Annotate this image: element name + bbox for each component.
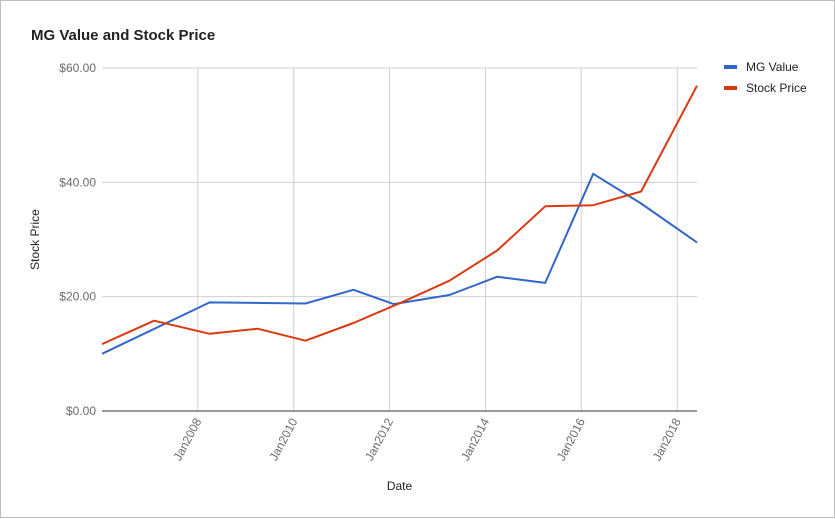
x-tick-label: Jan2016 (554, 416, 588, 464)
y-tick-label: $60.00 (59, 61, 96, 75)
series-line-stock-price (101, 85, 698, 346)
y-axis-title: Stock Price (28, 209, 42, 270)
legend-label-mg-value: MG Value (746, 60, 799, 74)
x-axis-title: Date (387, 479, 413, 493)
x-tick-label: Jan2008 (170, 416, 204, 464)
x-tick-label: Jan2018 (650, 416, 684, 464)
legend-label-stock-price: Stock Price (746, 81, 807, 95)
legend-swatch-mg-value (724, 65, 737, 69)
x-tick-label: Jan2014 (458, 416, 492, 464)
y-tick-label: $0.00 (66, 404, 96, 418)
chart-title: MG Value and Stock Price (31, 27, 216, 44)
x-tick-label: Jan2010 (266, 416, 300, 464)
y-tick-label: $40.00 (59, 175, 96, 189)
y-tick-label: $20.00 (59, 290, 96, 304)
series-line-mg-value (101, 172, 698, 355)
x-tick-label: Jan2012 (362, 416, 396, 464)
legend-swatch-stock-price (724, 86, 737, 90)
